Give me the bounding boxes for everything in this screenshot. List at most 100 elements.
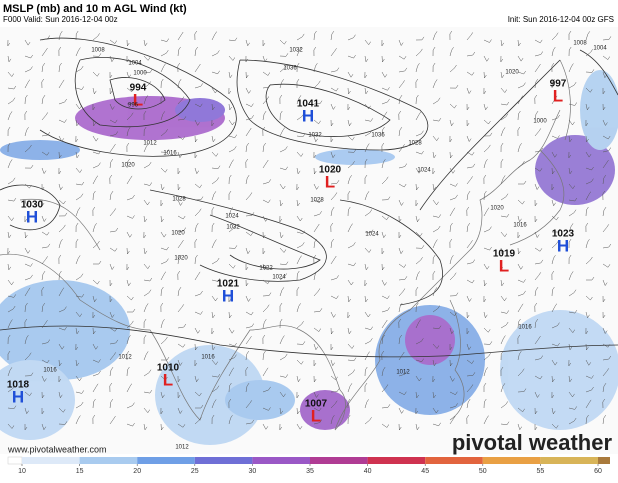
wind-barb [279, 146, 288, 153]
center-letter: L [163, 370, 173, 389]
wind-barb [143, 199, 150, 206]
wind-barb [109, 72, 113, 79]
wind-barb [194, 183, 202, 189]
wind-barb [262, 248, 266, 255]
wind-barb [534, 302, 538, 313]
wind-barb [568, 197, 578, 202]
wind-barb [211, 414, 215, 425]
wind-barb [194, 167, 200, 175]
wind-barb [449, 255, 454, 265]
wind-barb [330, 206, 335, 217]
wind-barb [143, 303, 149, 313]
wind-barb [500, 71, 505, 79]
wind-barb [534, 375, 543, 380]
colorbar-tick-label: 25 [191, 468, 199, 475]
wind-barb [92, 175, 99, 185]
wind-barb [398, 199, 404, 207]
wind-barb [177, 304, 185, 313]
wind-barb [41, 320, 48, 329]
wind-barb [551, 183, 555, 191]
wind-barb [466, 71, 475, 76]
wind-barb [449, 64, 457, 73]
wind-barb [313, 308, 323, 313]
wind-barb [500, 213, 510, 218]
wind-barb [415, 130, 424, 137]
wind-barb [194, 83, 204, 89]
wind-barb [7, 319, 13, 329]
wind-barb [211, 177, 220, 185]
wind-barb [432, 239, 438, 249]
wind-barb [466, 176, 473, 185]
wind-barb [92, 240, 100, 249]
wind-barb [398, 334, 402, 345]
wind-barb [177, 78, 182, 89]
colorbar-segment [194, 457, 253, 464]
center-pressure: 994 [130, 83, 147, 94]
wind-barb [517, 334, 521, 345]
wind-barb [483, 87, 487, 95]
wind-barb [109, 208, 117, 217]
wind-barb [177, 359, 183, 367]
wind-barb [534, 231, 540, 239]
wind-barb [177, 183, 181, 191]
wind-barb [364, 209, 373, 217]
wind-barb [262, 407, 271, 411]
wind-barb [296, 242, 305, 249]
isobar-label: 1016 [163, 151, 177, 157]
coastline [509, 149, 565, 246]
wind-barb [432, 305, 441, 313]
colorbar-segment [425, 457, 483, 464]
wind-barb [228, 190, 232, 200]
wind-barb [466, 372, 476, 377]
wind-barb [75, 167, 83, 174]
wind-barb [41, 243, 51, 249]
wind-barb [41, 286, 45, 297]
wind-barb [160, 302, 164, 313]
wind-barb [517, 318, 521, 329]
wind-barb [160, 149, 170, 153]
wind-barb [279, 318, 283, 329]
wind-barb [194, 238, 198, 249]
wind-barb [432, 375, 436, 383]
coastline [449, 299, 465, 421]
wind-barb [245, 279, 249, 287]
wind-barb [483, 311, 488, 319]
wind-barb [364, 143, 370, 153]
wind-barb [7, 231, 12, 239]
wind-barb [177, 168, 181, 175]
wind-barb [211, 239, 217, 249]
wind-barb [126, 194, 135, 201]
wind-barb [109, 279, 113, 287]
wind-barb [41, 35, 51, 41]
wind-barb [483, 367, 488, 377]
wind-barb [296, 270, 300, 281]
wind-barb [211, 165, 221, 169]
wind-barb [517, 263, 524, 270]
wind-barb [551, 167, 555, 175]
wind-barb [585, 256, 593, 265]
wind-barb [194, 208, 202, 217]
wind-barb [534, 318, 539, 329]
center-letter: L [311, 406, 321, 425]
wind-barb [585, 375, 594, 379]
wind-barb [296, 62, 300, 73]
wind-barb [41, 391, 45, 399]
wind-barb [483, 39, 492, 43]
wind-barb [415, 391, 419, 399]
wind-barb [7, 279, 14, 286]
wind-barb [279, 94, 283, 105]
wind-barb [466, 343, 472, 351]
wind-barb [398, 215, 402, 223]
shading [155, 345, 265, 445]
wind-barb [313, 100, 323, 105]
wind-barb [313, 343, 319, 351]
wind-barb [415, 407, 419, 415]
isobar-label: 1020 [121, 163, 135, 169]
wind-barb [364, 191, 370, 201]
center-letter: H [12, 387, 24, 406]
wind-barb [24, 318, 28, 329]
colorbar-tick-label: 40 [364, 468, 372, 475]
wind-barb [585, 414, 589, 425]
wind-barb [92, 398, 96, 409]
